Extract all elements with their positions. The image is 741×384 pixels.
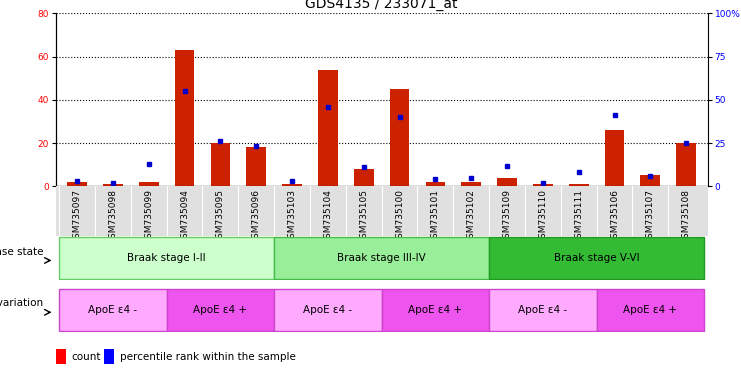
Bar [67, 182, 87, 186]
Bar [354, 169, 373, 186]
Text: GSM735097: GSM735097 [73, 189, 82, 244]
Text: GSM735101: GSM735101 [431, 189, 440, 244]
Bar [533, 184, 553, 186]
Bar [167, 289, 274, 331]
Text: count: count [71, 352, 101, 362]
Text: ApoE ε4 +: ApoE ε4 + [193, 305, 247, 315]
Bar [56, 349, 66, 364]
Text: ApoE ε4 +: ApoE ε4 + [623, 305, 677, 315]
Bar [282, 184, 302, 186]
Bar [640, 175, 660, 186]
Bar [246, 147, 266, 186]
Text: ApoE ε4 -: ApoE ε4 - [88, 305, 138, 315]
Bar [569, 184, 588, 186]
Text: ApoE ε4 -: ApoE ε4 - [518, 305, 568, 315]
Bar [382, 289, 489, 331]
Text: GSM735099: GSM735099 [144, 189, 153, 244]
Text: GSM735103: GSM735103 [288, 189, 296, 244]
Text: Braak stage I-II: Braak stage I-II [127, 253, 206, 263]
Text: percentile rank within the sample: percentile rank within the sample [119, 352, 296, 362]
Bar [274, 237, 489, 280]
Bar [210, 143, 230, 186]
Bar [175, 50, 194, 186]
Bar [318, 70, 338, 186]
Text: GSM735104: GSM735104 [323, 189, 333, 243]
Text: GSM735095: GSM735095 [216, 189, 225, 244]
Bar [139, 182, 159, 186]
Bar [677, 143, 696, 186]
Title: GDS4135 / 233071_at: GDS4135 / 233071_at [305, 0, 458, 11]
Text: disease state: disease state [0, 247, 43, 257]
Text: Braak stage III-IV: Braak stage III-IV [337, 253, 426, 263]
Text: GSM735102: GSM735102 [467, 189, 476, 243]
Text: Braak stage V-VI: Braak stage V-VI [554, 253, 639, 263]
Bar [489, 289, 597, 331]
Bar [59, 289, 167, 331]
Text: GSM735110: GSM735110 [539, 189, 548, 244]
Bar [489, 237, 704, 280]
Bar [462, 182, 481, 186]
Bar [597, 289, 704, 331]
Text: GSM735109: GSM735109 [502, 189, 511, 244]
Text: ApoE ε4 +: ApoE ε4 + [408, 305, 462, 315]
Text: GSM735111: GSM735111 [574, 189, 583, 244]
Text: GSM735100: GSM735100 [395, 189, 404, 244]
Text: genotype/variation: genotype/variation [0, 298, 43, 308]
Bar [59, 237, 274, 280]
Text: ApoE ε4 -: ApoE ε4 - [303, 305, 353, 315]
Bar [274, 289, 382, 331]
Bar [497, 178, 517, 186]
Text: GSM735108: GSM735108 [682, 189, 691, 244]
Text: GSM735096: GSM735096 [252, 189, 261, 244]
Bar [104, 349, 114, 364]
Bar [425, 182, 445, 186]
Text: GSM735105: GSM735105 [359, 189, 368, 244]
Text: GSM735094: GSM735094 [180, 189, 189, 243]
Text: GSM735098: GSM735098 [108, 189, 117, 244]
Bar [390, 89, 409, 186]
Text: GSM735106: GSM735106 [610, 189, 619, 244]
Bar [605, 130, 625, 186]
Text: GSM735107: GSM735107 [646, 189, 655, 244]
Bar [103, 184, 123, 186]
